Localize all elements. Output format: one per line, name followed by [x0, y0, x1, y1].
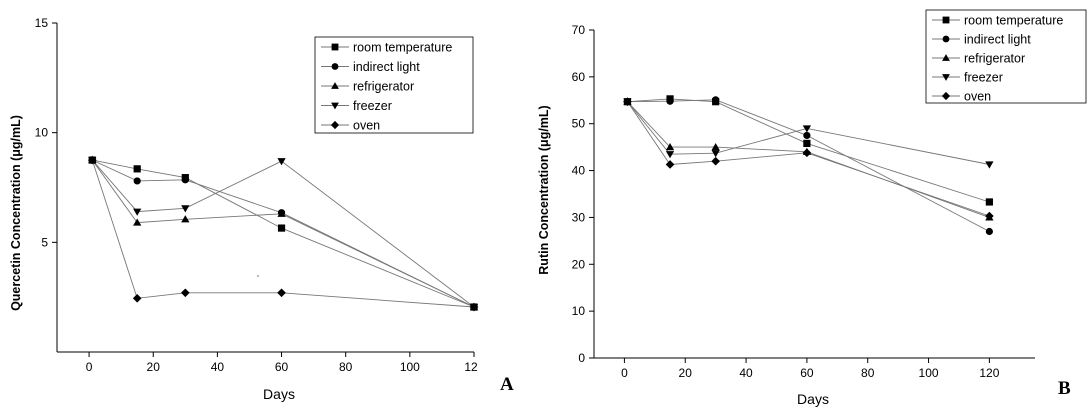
- panel-label-a: A: [500, 374, 514, 395]
- data-point-freezer: [985, 161, 994, 169]
- series-line-indirect-light: [627, 99, 990, 232]
- data-point-freezer: [133, 208, 142, 216]
- series-line-room-temperature: [92, 159, 475, 308]
- legend-label: room temperature: [964, 14, 1063, 28]
- legend-box: [925, 9, 1087, 104]
- y-tick-label: 15: [35, 16, 49, 30]
- x-tick-label: 60: [275, 360, 289, 374]
- y-tick-label: 60: [572, 70, 586, 84]
- x-tick-label: 120: [979, 366, 999, 380]
- data-point-oven: [87, 155, 97, 165]
- series-line-refrigerator: [627, 101, 990, 218]
- data-point-room-temperature: [133, 165, 141, 173]
- data-point-freezer: [711, 150, 720, 158]
- legend-marker: [330, 120, 340, 130]
- y-tick-label: 5: [41, 235, 48, 249]
- legend-label: oven: [964, 90, 991, 104]
- legend-label: indirect light: [964, 33, 1031, 47]
- legend-label: room temperature: [353, 41, 452, 55]
- x-tick-label: 0: [86, 360, 93, 374]
- data-point-freezer: [665, 151, 675, 159]
- data-point-indirect-light: [803, 131, 811, 140]
- data-point-freezer: [802, 125, 812, 133]
- y-tick-label: 70: [572, 23, 586, 37]
- x-tick-label: 12: [464, 360, 478, 374]
- data-point-refrigerator: [711, 143, 720, 151]
- data-point-oven: [132, 293, 142, 303]
- data-point-oven: [469, 302, 479, 312]
- x-tick-label: 20: [147, 360, 161, 374]
- data-point-refrigerator: [133, 218, 142, 226]
- x-tick-label: 80: [339, 360, 353, 374]
- series-line-refrigerator: [91, 159, 475, 308]
- legend: room temperature indirect light refrigerat…: [925, 9, 1087, 104]
- x-tick-label: 60: [800, 366, 814, 380]
- legend-marker: [941, 91, 951, 101]
- legend-marker: [331, 82, 339, 89]
- legend-marker: [942, 74, 950, 81]
- y-tick-label: 50: [572, 117, 586, 131]
- y-tick-label: 0: [578, 351, 585, 365]
- x-axis-label: Days: [797, 391, 829, 407]
- chart-panel-a: 5 10 15 0 20 40 60 80 100 12 Quercetin Concentrat…: [9, 16, 514, 402]
- chart-panel-b: 0 10 20 30 40 50 60 70 0 20 40 60 80 100 120 Rutin Con…: [537, 9, 1087, 407]
- data-point-indirect-light: [666, 97, 674, 105]
- data-point-indirect-light: [133, 177, 141, 185]
- y-tick-label: 20: [572, 257, 586, 271]
- x-tick-label: 20: [679, 366, 693, 380]
- data-point-refrigerator: [277, 209, 286, 217]
- legend-box: [314, 36, 474, 134]
- legend-marker: [942, 16, 950, 24]
- data-point-room-temperature: [277, 224, 286, 232]
- y-axis-label: Quercetin Concentration (μg/mL): [9, 115, 23, 311]
- legend-label: freezer: [353, 99, 392, 113]
- series-line-oven: [627, 101, 990, 217]
- x-tick-label: 80: [861, 366, 875, 380]
- y-axis-label: Rutin Concentration (μg/mL): [537, 105, 551, 274]
- data-point-oven: [665, 160, 675, 169]
- data-point-oven: [985, 211, 994, 221]
- data-point-indirect-light: [712, 96, 720, 104]
- x-tick-label: 100: [919, 366, 939, 380]
- legend-marker: [942, 54, 950, 61]
- data-point-freezer: [181, 205, 190, 213]
- legend-label: oven: [353, 119, 380, 133]
- data-point-freezer: [277, 158, 286, 166]
- data-point-oven: [802, 148, 812, 158]
- legend-label: refrigerator: [964, 52, 1025, 66]
- legend-marker: [942, 35, 950, 43]
- data-point-oven: [711, 156, 720, 166]
- y-tick-label: 30: [572, 210, 586, 224]
- data-point-indirect-light: [181, 176, 189, 184]
- data-point-room-temperature: [803, 139, 811, 147]
- x-tick-label: 100: [400, 360, 420, 374]
- x-tick-label: 40: [211, 360, 225, 374]
- legend-marker: [331, 102, 339, 110]
- legend-marker: [331, 63, 339, 70]
- x-tick-label: 0: [621, 366, 628, 380]
- series-line-oven: [91, 159, 475, 308]
- data-point-refrigerator: [181, 215, 190, 223]
- legend: room temperature indirect light refrigerat…: [314, 36, 474, 134]
- series-line-freezer: [91, 159, 475, 308]
- data-point-oven: [180, 288, 190, 298]
- series-line-indirect-light: [92, 159, 475, 308]
- x-axis-label: Days: [263, 386, 295, 402]
- data-point-oven: [623, 97, 632, 107]
- y-tick-label: 10: [35, 126, 49, 140]
- panel-label-b: B: [1058, 378, 1071, 399]
- data-point-oven: [277, 288, 286, 298]
- data-point-refrigerator: [665, 143, 675, 151]
- x-tick-label: 40: [739, 366, 753, 380]
- legend-label: indirect light: [353, 60, 420, 74]
- legend-label: freezer: [964, 71, 1003, 85]
- y-tick-label: 10: [572, 304, 586, 318]
- legend-label: refrigerator: [353, 80, 414, 94]
- data-point-room-temperature: [985, 198, 993, 206]
- data-point-indirect-light: [985, 227, 993, 236]
- stray-dot: [257, 275, 259, 277]
- legend-marker: [331, 43, 339, 51]
- y-tick-label: 40: [572, 164, 586, 178]
